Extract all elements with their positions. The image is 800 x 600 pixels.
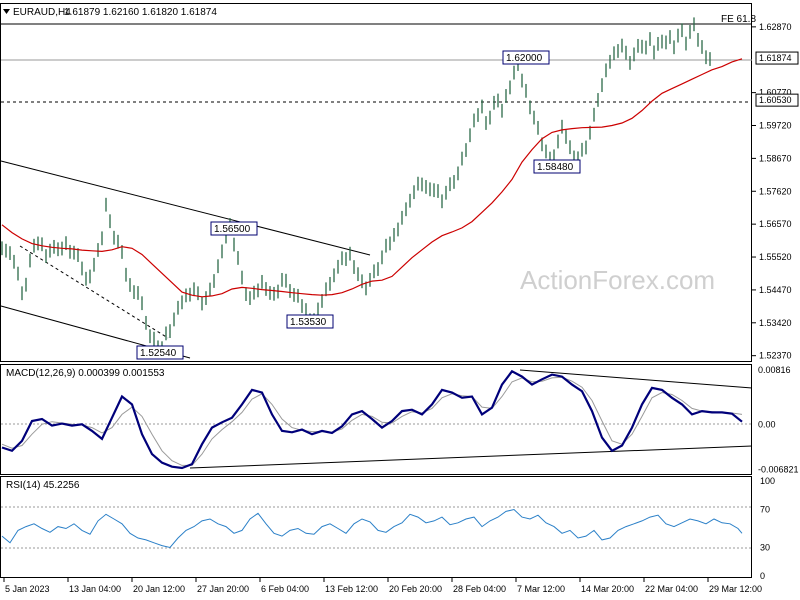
time-tick-label: 28 Feb 04:00 (453, 584, 506, 594)
price-tag-box (755, 51, 799, 65)
rsi-tick-label: 30 (760, 543, 770, 553)
price-tick-label: 1.59720 (759, 121, 792, 131)
low-label-3: 1.52540 (140, 348, 177, 359)
price-tick-label: 1.52370 (759, 351, 792, 361)
high-label-2: 1.56500 (214, 224, 251, 235)
price-tick-label: 1.62870 (759, 22, 792, 32)
rsi-line (1, 508, 743, 549)
time-tick-label: 27 Jan 20:00 (197, 584, 249, 594)
time-tick-label: 13 Feb 12:00 (325, 584, 378, 594)
macd-lower-trendline (189, 445, 753, 469)
macd-axis: 0.00816 0.00 -0.006821 (758, 365, 799, 474)
price-tick-label: 1.60770 (759, 88, 792, 98)
low-label-1: 1.58480 (537, 162, 574, 173)
low-label-2: 1.53530 (290, 317, 327, 328)
price-tick-label: 1.61874 (759, 53, 792, 63)
time-tick-label: 20 Feb 20:00 (389, 584, 442, 594)
macd-tick-label: -0.006821 (758, 465, 799, 475)
time-tick-label: 29 Mar 12:00 (709, 584, 762, 594)
high-label-1: 1.62000 (506, 53, 543, 64)
price-tick-label: 1.54470 (759, 285, 792, 295)
macd-tick-label: 0.00 (758, 419, 776, 429)
dropdown-triangle-icon[interactable] (3, 9, 10, 14)
price-panel-frame (0, 3, 752, 362)
macd-main-line (1, 369, 743, 470)
rsi-title: RSI(14) 45.2256 (6, 480, 80, 491)
price-tick-label: 1.55520 (759, 252, 792, 262)
price-tag-box (755, 93, 799, 107)
channel-mid-line (19, 245, 169, 339)
price-tick-label: 1.57620 (759, 186, 792, 196)
time-axis: 5 Jan 2023 13 Jan 04:00 20 Jan 12:00 27 Jan… (3, 578, 762, 594)
time-tick-label: 6 Feb 04:00 (261, 584, 309, 594)
rsi-tick-label: 0 (760, 571, 765, 581)
macd-upper-trendline (519, 369, 753, 389)
macd-panel-frame (0, 364, 752, 475)
ema-line (1, 58, 743, 298)
symbol-label: EURAUD,H4 (13, 7, 71, 18)
price-tick-label: 1.56570 (759, 219, 792, 229)
price-tick-label: 1.53420 (759, 318, 792, 328)
label-box-5 (136, 345, 184, 360)
channel-upper-line (0, 160, 371, 256)
time-tick-label: 5 Jan 2023 (5, 584, 50, 594)
label-box-3 (210, 221, 258, 236)
price-tick-label: 1.60530 (759, 95, 792, 105)
macd-tick-label: 0.00816 (758, 365, 791, 375)
watermark: ActionForex.com (520, 265, 715, 295)
rsi-tick-label: 70 (760, 505, 770, 515)
time-tick-label: 13 Jan 04:00 (69, 584, 121, 594)
rsi-tick-label: 100 (760, 476, 775, 486)
label-box-2 (533, 159, 581, 174)
annotation-labels: FE 61.8 1.62000 1.58480 1.56500 1.53530 … (136, 14, 756, 360)
time-tick-label: 22 Mar 04:00 (645, 584, 698, 594)
ohlc-readout: 1.61879 1.62160 1.61820 1.61874 (64, 7, 217, 18)
fe-annotation: FE 61.8 (721, 14, 756, 25)
macd-signal-line (1, 376, 743, 466)
time-tick-label: 7 Mar 12:00 (517, 584, 565, 594)
price-tick-label: 1.58670 (759, 153, 792, 163)
macd-title: MACD(12,26,9) 0.000399 0.001553 (6, 368, 165, 379)
rsi-panel-frame (0, 476, 752, 578)
rsi-axis: 100 70 30 0 (760, 476, 775, 581)
time-tick-label: 20 Jan 12:00 (133, 584, 185, 594)
label-box-1 (502, 50, 550, 65)
label-box-4 (286, 314, 334, 329)
time-tick-label: 14 Mar 20:00 (581, 584, 634, 594)
